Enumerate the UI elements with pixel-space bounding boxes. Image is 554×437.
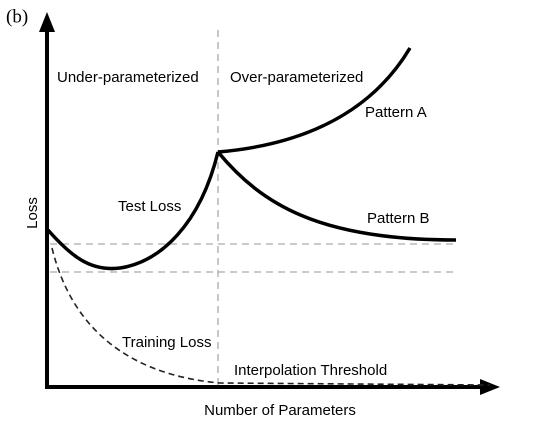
panel-label: (b) (6, 6, 28, 27)
curve-label: Test Loss (118, 198, 181, 215)
test-loss-curve (46, 151, 220, 271)
x-axis-arrow (480, 379, 500, 395)
curve-label: Pattern B (367, 210, 430, 227)
y-axis-arrow (39, 12, 55, 32)
training-loss-curve (51, 247, 491, 386)
region-label: Under-parameterized (57, 69, 199, 86)
region-label: Over-parameterized (230, 69, 363, 86)
curve-label: Pattern A (365, 104, 427, 121)
y-axis-label: Loss (24, 197, 41, 229)
pattern-b-curve (216, 150, 457, 242)
x-axis-label: Number of Parameters (204, 402, 356, 419)
pattern-a-curve (217, 47, 412, 154)
threshold-label: Interpolation Threshold (234, 362, 387, 379)
curve-label: Training Loss (122, 334, 212, 351)
